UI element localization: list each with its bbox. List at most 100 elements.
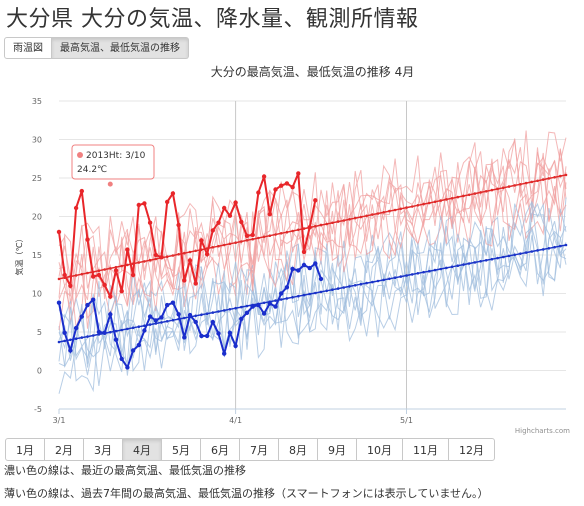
month-button-5[interactable]: 5月	[161, 438, 201, 461]
month-button-8[interactable]: 8月	[278, 438, 318, 461]
avg-low-line-point	[428, 269, 431, 273]
avg-high-line-point	[371, 213, 374, 216]
recent-high-point	[91, 274, 96, 279]
y-axis-label: 気温（℃）	[14, 235, 24, 276]
tab-climate-chart[interactable]: 雨温図	[4, 37, 52, 59]
month-button-7[interactable]: 7月	[239, 438, 279, 461]
recent-low-point	[244, 310, 250, 315]
avg-high-line-point	[456, 195, 460, 199]
recent-low-point	[290, 266, 295, 272]
recent-high-point	[113, 268, 119, 273]
avg-high-line-point	[240, 240, 243, 243]
recent-high-point	[170, 191, 176, 196]
avg-low-line-point	[445, 266, 448, 270]
avg-high-line-point	[388, 209, 391, 213]
avg-low-line-point	[348, 285, 351, 288]
recent-low-point	[313, 261, 318, 266]
recent-low-point	[233, 343, 238, 349]
recent-high-point	[142, 201, 147, 206]
month-button-11[interactable]: 11月	[402, 438, 449, 461]
note-past-lines: 薄い色の線は、過去7年間の最高気温、最低気温の推移（スマートフォンには表示してい…	[4, 487, 489, 500]
avg-low-line-point	[564, 243, 568, 247]
avg-high-line-point	[262, 235, 266, 239]
avg-high-line-point	[365, 214, 368, 218]
recent-high-point	[227, 213, 233, 218]
recent-high-point	[73, 205, 79, 211]
avg-low-line-point	[416, 272, 420, 275]
avg-low-line-point	[222, 309, 226, 312]
avg-low-line-point	[80, 336, 84, 339]
avg-high-line-point	[222, 243, 226, 247]
avg-high-line-point	[80, 272, 84, 276]
recent-high-line	[58, 173, 317, 300]
avg-high-line-point	[467, 193, 471, 197]
month-button-4[interactable]: 4月	[122, 438, 162, 461]
avg-high-line-point	[564, 173, 568, 177]
avg-low-line-point	[484, 259, 488, 262]
avg-low-line-point	[279, 298, 283, 301]
month-button-9[interactable]: 9月	[317, 438, 357, 461]
recent-low-point	[142, 328, 147, 333]
recent-high-point	[273, 187, 278, 192]
recent-low-point	[210, 319, 215, 325]
past-low-line	[58, 208, 567, 393]
avg-low-line-point	[336, 287, 340, 290]
y-tick-label: 20	[32, 213, 42, 222]
tooltip-marker	[106, 180, 114, 188]
recent-low-point	[113, 337, 119, 342]
avg-high-line-point	[519, 183, 522, 186]
avg-high-line-point	[559, 174, 562, 178]
avg-low-line-point	[228, 308, 232, 311]
avg-high-line-point	[279, 232, 283, 235]
recent-low-point	[250, 304, 255, 309]
avg-low-line-point	[205, 312, 209, 315]
avg-low-line-point	[285, 297, 289, 300]
month-button-6[interactable]: 6月	[200, 438, 240, 461]
avg-high-line-point	[57, 277, 61, 281]
recent-high-point	[199, 238, 204, 243]
recent-high-point	[296, 171, 301, 176]
month-button-1[interactable]: 1月	[5, 438, 45, 461]
recent-high-point	[193, 281, 198, 286]
avg-low-line-point	[331, 288, 334, 291]
avg-low-line-point	[502, 255, 505, 259]
avg-low-line-point	[74, 337, 78, 341]
month-button-12[interactable]: 12月	[448, 438, 495, 461]
recent-low-point	[170, 300, 176, 305]
recent-high-point	[136, 202, 141, 208]
avg-low-line-point	[559, 244, 562, 248]
recent-high-point	[313, 198, 318, 203]
avg-low-line-point	[376, 279, 380, 283]
recent-low-point	[187, 312, 193, 318]
recent-high-point	[284, 181, 290, 186]
recent-low-point	[222, 351, 227, 356]
avg-low-line-point	[496, 256, 499, 260]
avg-high-line-point	[462, 194, 465, 198]
avg-high-line-point	[188, 250, 192, 254]
recent-low-point	[176, 312, 181, 317]
recent-low-point	[102, 330, 107, 335]
tab-temperature-trend[interactable]: 最高気温、最低気温の推移	[52, 37, 189, 59]
avg-high-line-point	[165, 255, 169, 258]
avg-low-line-point	[382, 278, 386, 282]
avg-high-line-point	[268, 234, 272, 237]
month-button-3[interactable]: 3月	[83, 438, 123, 461]
avg-high-line-point	[445, 198, 448, 201]
avg-low-line-point	[200, 313, 203, 317]
month-button-10[interactable]: 10月	[356, 438, 403, 461]
recent-high-point	[176, 222, 181, 228]
avg-low-line-point	[553, 245, 556, 249]
past-low-line	[58, 200, 567, 394]
month-button-2[interactable]: 2月	[44, 438, 84, 461]
recent-high-point	[210, 228, 215, 233]
avg-high-line-point	[433, 200, 437, 204]
y-tick-label: 10	[32, 290, 42, 299]
avg-high-line-point	[502, 186, 505, 190]
y-tick-label: -5	[34, 405, 42, 414]
recent-high-point	[187, 258, 193, 263]
past-high-line	[58, 142, 567, 329]
past-low-line	[58, 202, 567, 371]
avg-low-line-point	[302, 293, 306, 297]
recent-high-point	[204, 252, 210, 257]
avg-high-line-point	[439, 199, 443, 202]
